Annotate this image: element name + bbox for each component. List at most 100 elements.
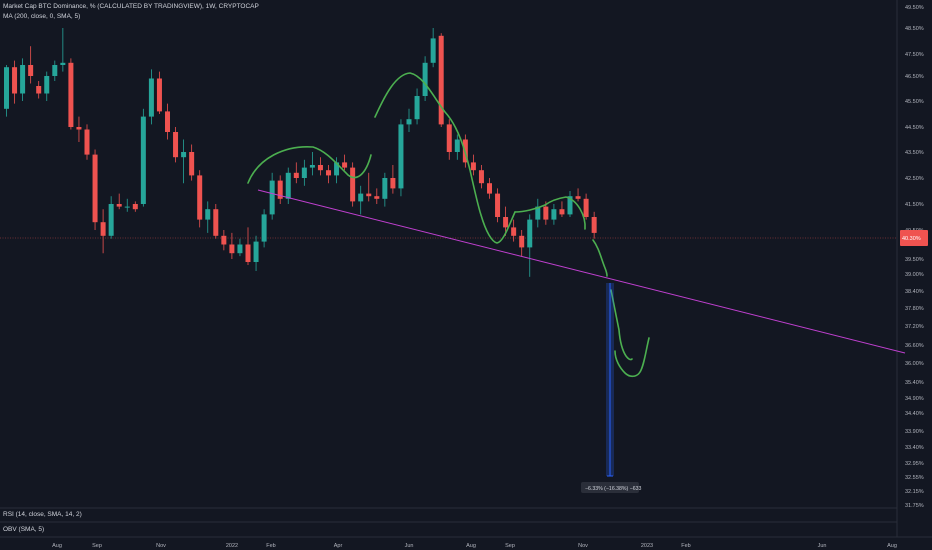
- candle-body: [583, 198, 589, 217]
- candle-body: [511, 227, 517, 236]
- candle: [575, 188, 581, 202]
- candle-body: [100, 222, 106, 236]
- candle-body: [68, 62, 74, 127]
- candle: [269, 172, 275, 220]
- candle-body: [487, 183, 492, 194]
- candle-body: [132, 204, 138, 210]
- candle: [438, 33, 444, 127]
- candle: [350, 162, 356, 207]
- time-tick-label: Sep: [92, 543, 102, 549]
- candle-body: [414, 96, 420, 120]
- candle: [68, 58, 74, 130]
- candle-body: [60, 62, 66, 65]
- candle: [406, 108, 412, 132]
- candle-body: [446, 124, 452, 152]
- candle-body: [470, 162, 476, 171]
- candle: [527, 214, 533, 277]
- candle: [213, 204, 219, 239]
- time-tick-label: Aug: [52, 543, 62, 549]
- candle-body: [535, 206, 541, 220]
- candle-body: [285, 172, 291, 199]
- time-tick-label: Aug: [887, 543, 897, 549]
- price-tick-label: 41.50%: [905, 202, 924, 208]
- candle: [108, 196, 114, 239]
- candle: [511, 219, 517, 242]
- candle-body: [390, 178, 396, 189]
- candle-body: [551, 209, 557, 220]
- candle: [140, 108, 146, 207]
- price-tick-label: 42.50%: [905, 176, 924, 182]
- time-tick-label: Aug: [466, 543, 476, 549]
- candle-body: [269, 180, 275, 215]
- time-tick-label: Feb: [266, 543, 275, 549]
- time-tick-label: Jun: [405, 543, 414, 549]
- symbol-title[interactable]: Market Cap BTC Dominance, % (CALCULATED …: [3, 3, 259, 10]
- rsi-indicator-label[interactable]: RSI (14, close, SMA, 14, 2): [3, 511, 82, 518]
- hand-drawn-curve: [374, 72, 516, 244]
- price-tick-label: 39.00%: [905, 272, 924, 278]
- candle: [156, 71, 162, 114]
- price-tick-label: 31.75%: [905, 503, 924, 509]
- candle: [60, 28, 66, 72]
- measure-label-bg: [581, 482, 639, 493]
- candle-body: [575, 196, 581, 199]
- candle: [92, 149, 98, 230]
- candle: [12, 60, 18, 104]
- candle-body: [519, 235, 525, 248]
- candle-body: [350, 167, 356, 202]
- candle-body: [366, 193, 372, 197]
- candle: [277, 175, 283, 204]
- candle: [181, 139, 187, 184]
- candle-body: [44, 76, 50, 94]
- hand-drawn-curve: [610, 289, 633, 361]
- candle: [229, 232, 235, 259]
- candle-body: [342, 162, 348, 168]
- candle: [76, 116, 82, 142]
- price-tick-label: 32.95%: [905, 461, 924, 467]
- candle-body: [309, 165, 315, 168]
- candle-body: [503, 217, 509, 228]
- time-tick-label: Sep: [505, 543, 515, 549]
- candle: [28, 46, 34, 84]
- candle-body: [229, 244, 235, 254]
- candle-body: [108, 204, 114, 236]
- candle-body: [140, 116, 146, 204]
- hand-drawn-curve: [514, 196, 586, 230]
- candle-body: [173, 132, 179, 158]
- price-tick-label: 35.40%: [905, 380, 924, 386]
- candle-body: [326, 170, 331, 176]
- candle: [495, 188, 501, 223]
- candle-body: [358, 193, 364, 202]
- hand-drawn-curve: [614, 337, 650, 378]
- candle-body: [277, 180, 283, 199]
- candle-body: [543, 206, 549, 220]
- candle: [148, 69, 154, 125]
- candle: [20, 58, 26, 101]
- price-tick-label: 44.50%: [905, 125, 924, 131]
- candle: [446, 119, 452, 160]
- price-tick-label: 37.80%: [905, 306, 924, 312]
- candle: [390, 165, 396, 194]
- candle: [559, 201, 565, 217]
- candle: [591, 211, 597, 239]
- candle-body: [334, 162, 340, 176]
- candle-body: [189, 152, 195, 176]
- candle-body: [76, 127, 82, 130]
- ma-indicator-label[interactable]: MA (200, close, 0, SMA, 5): [3, 13, 81, 20]
- price-tick-label: 38.40%: [905, 289, 924, 295]
- candle-body: [28, 65, 34, 76]
- candle-body: [36, 86, 42, 94]
- price-tick-label: 47.50%: [905, 52, 924, 58]
- candle-body: [245, 244, 251, 262]
- candle: [293, 162, 299, 184]
- time-tick-label: Apr: [334, 543, 343, 549]
- price-tick-label: 33.90%: [905, 429, 924, 435]
- candle: [100, 209, 106, 254]
- candle: [4, 65, 9, 117]
- obv-indicator-label[interactable]: OBV (SMA, 5): [3, 526, 45, 533]
- candle: [342, 154, 348, 171]
- candle: [309, 152, 315, 176]
- candle-body: [197, 175, 203, 220]
